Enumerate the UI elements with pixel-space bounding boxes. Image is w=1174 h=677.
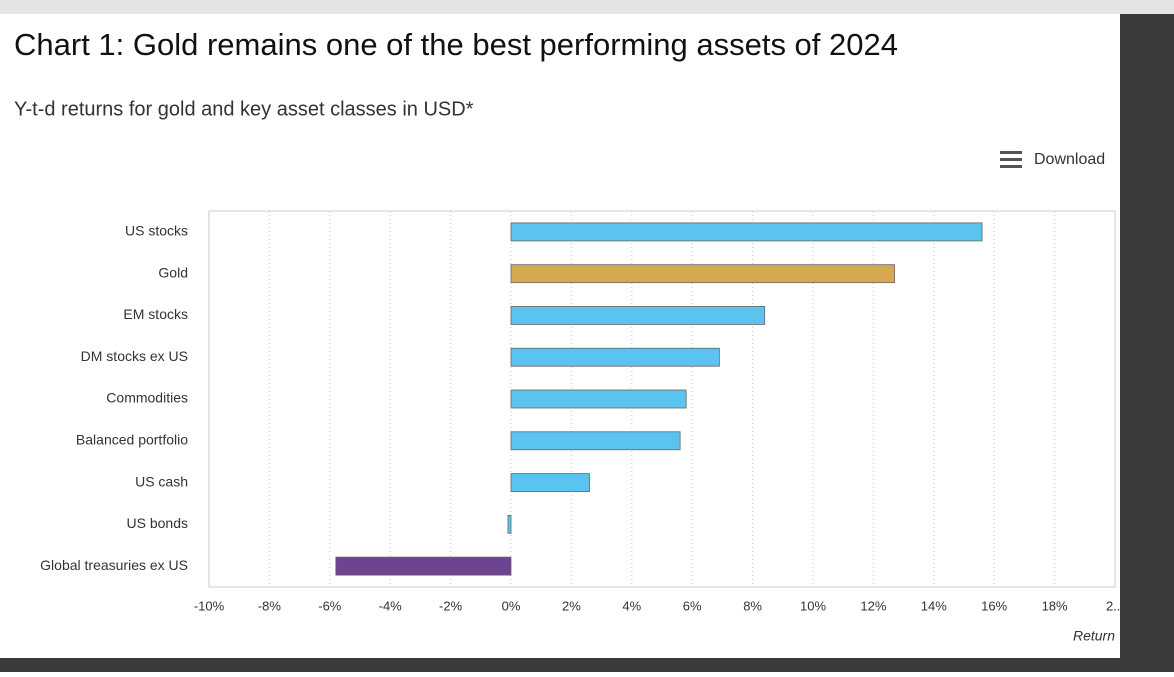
top-strip (0, 0, 1174, 14)
bottom-strip (0, 658, 1120, 672)
y-tick-label: Commodities (106, 390, 188, 406)
bar (510, 473, 590, 492)
bar (510, 389, 687, 409)
y-tick-label: Balanced portfolio (76, 431, 188, 447)
menu-icon-bar (1000, 165, 1022, 168)
y-tick-label: US bonds (127, 515, 188, 531)
x-tick-label: 0% (502, 598, 521, 613)
x-tick-label: 10% (800, 598, 826, 613)
menu-icon-bar (1000, 151, 1022, 154)
y-tick-label: US stocks (125, 223, 188, 239)
bar (335, 556, 512, 576)
x-tick-label: 2% (562, 598, 581, 613)
y-tick-label: Gold (158, 264, 188, 280)
x-tick-label: 12% (860, 598, 886, 613)
y-tick-label: EM stocks (123, 306, 188, 322)
menu-icon-bar (1000, 158, 1022, 161)
y-tick-label: US cash (135, 473, 188, 489)
bar (507, 514, 512, 534)
x-tick-label: -4% (379, 598, 403, 613)
bar (510, 264, 895, 284)
right-strip (1120, 14, 1174, 672)
chart-title: Chart 1: Gold remains one of the best pe… (14, 27, 898, 62)
x-tick-label: 8% (743, 598, 762, 613)
x-tick-label: 6% (683, 598, 702, 613)
bar (510, 347, 720, 367)
x-axis-label: Return (1073, 628, 1115, 644)
bar (510, 306, 766, 325)
bar (510, 222, 983, 242)
bar (510, 431, 681, 451)
download-label[interactable]: Download (1034, 151, 1105, 168)
x-tick-label: -10% (194, 598, 225, 613)
y-tick-label: Global treasuries ex US (40, 557, 188, 573)
chart-subtitle: Y-t-d returns for gold and key asset cla… (14, 98, 474, 120)
x-tick-label: 14% (921, 598, 947, 613)
x-tick-label: 2... (1106, 598, 1124, 613)
x-tick-label: 18% (1042, 598, 1068, 613)
x-tick-label: -8% (258, 598, 282, 613)
download-button[interactable]: Download (1000, 151, 1105, 168)
x-tick-label: 16% (981, 598, 1007, 613)
y-tick-label: DM stocks ex US (81, 348, 188, 364)
x-tick-label: 4% (622, 598, 641, 613)
x-tick-label: -2% (439, 598, 463, 613)
x-tick-label: -6% (318, 598, 342, 613)
